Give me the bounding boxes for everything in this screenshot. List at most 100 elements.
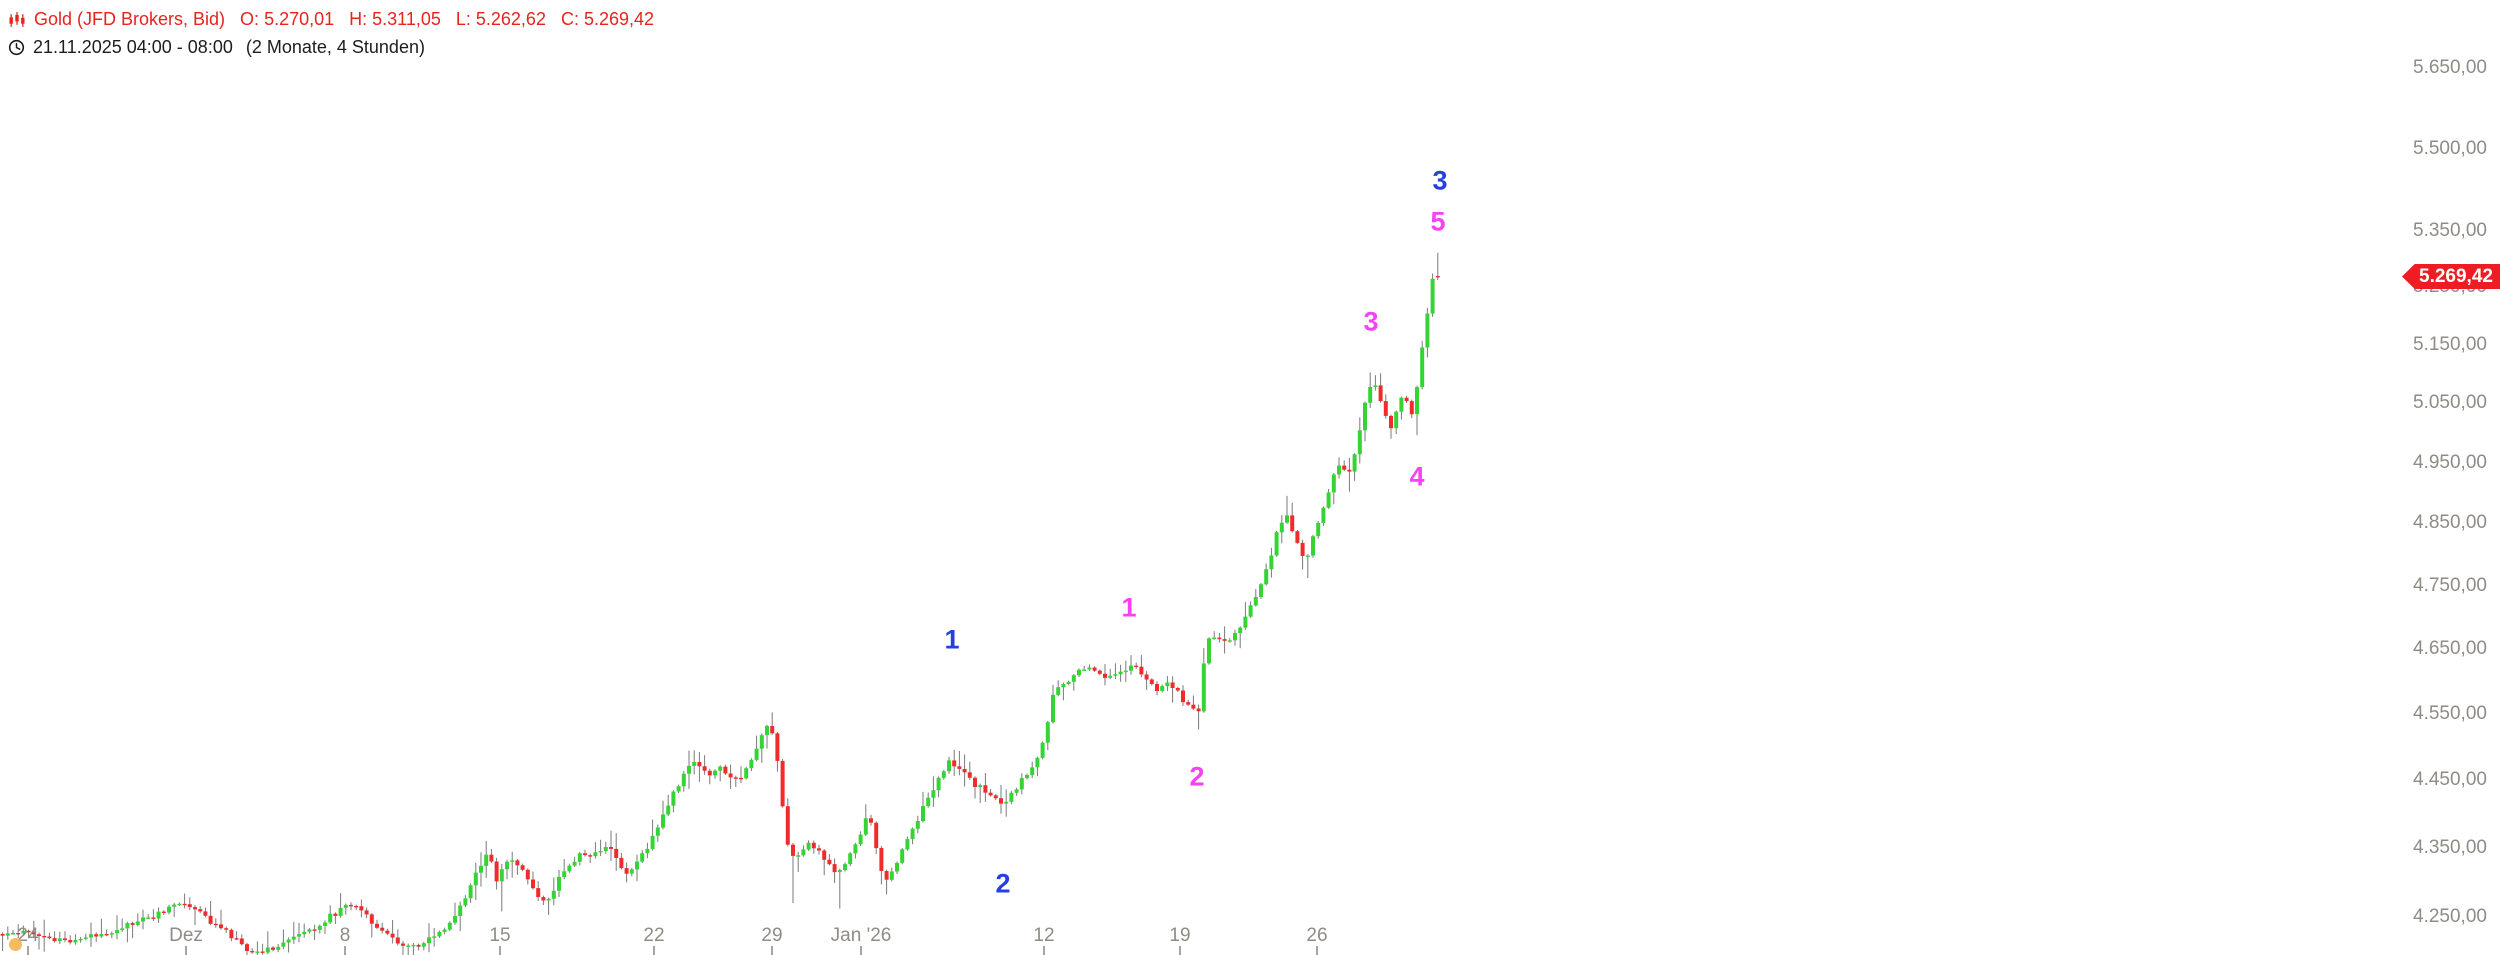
candle-body [780,760,785,807]
wave-label-magenta-4[interactable]: 4 [1409,461,1425,492]
candle-body [863,818,868,835]
wave-label-magenta-1[interactable]: 1 [1121,592,1137,623]
candle-body [245,944,249,951]
time-axis-label: Jan '26 [830,925,892,946]
candle-body [68,940,73,943]
candle-body [811,842,816,849]
candle-body [785,806,790,845]
candle-body [728,773,733,778]
candle-body [910,828,915,840]
candle-body [1129,665,1133,671]
time-axis-tick [185,946,187,955]
wave-label-magenta-3[interactable]: 3 [1363,306,1379,337]
candle-body [219,924,223,929]
candle-body [307,929,312,932]
candle-body [915,821,920,829]
candle-body [421,943,426,947]
candle-body [1118,671,1123,675]
candle-body [338,907,343,916]
candle-body [104,934,109,936]
candle-body [130,923,135,925]
current-price-tag: 5.269,42 [2402,264,2500,289]
candle-body [1061,684,1066,688]
candle-body [479,865,483,873]
candle-body [297,934,301,937]
candle-body [551,890,556,899]
candle-body [401,943,405,946]
candle-body [1181,690,1185,703]
candle-body [655,827,660,836]
wave-label-magenta-5[interactable]: 5 [1430,206,1446,237]
candle-body [453,916,457,923]
candle-body [99,934,104,937]
candle-body [889,871,894,880]
candle-body [947,760,951,772]
high-value: 5.311,05 [372,9,441,29]
candle-body [874,822,879,849]
candle-body [536,888,541,897]
open-label: O: [240,9,260,29]
candle-body [312,929,317,931]
candle-body [0,933,5,936]
price-axis-label: 4.650,00 [2413,638,2487,659]
candle-body [1295,531,1300,543]
candle-body [78,938,83,941]
time-axis-label: 19 [1169,925,1191,946]
candle-body [1108,675,1113,678]
current-price: 5.269,42 [2419,265,2493,287]
wave-label-blue-3[interactable]: 3 [1432,165,1448,196]
low-value: 5.262,62 [475,9,546,29]
candle-body [801,849,806,856]
candle-body [302,931,307,935]
candle-body [624,868,629,874]
candle-body [1139,666,1144,675]
candle-body [1274,532,1279,556]
candle-body [120,928,125,931]
candle-body [172,904,177,907]
candle-body [1279,522,1284,533]
candle-body [83,937,88,939]
wave-label-blue-2[interactable]: 2 [995,868,1011,899]
candle-body [931,790,936,798]
candle-body [1071,675,1076,682]
candle-body [1342,465,1347,470]
drawing-anchor-dot[interactable] [9,938,22,951]
wave-label-blue-1[interactable]: 1 [944,624,960,655]
candle-body [754,748,759,760]
candle-body [1415,387,1419,415]
candle-body [1238,627,1243,634]
candle-body [733,777,738,779]
candle-body [473,872,478,886]
candle-body [317,925,322,930]
candle-body [562,871,567,878]
price-axis-label: 5.350,00 [2413,220,2487,241]
candle-body [265,947,270,953]
candle-body [681,773,686,787]
candle-body [806,842,811,850]
candle-timestamp: 21.11.2025 04:00 - 08:00 [33,37,233,57]
candle-body [1217,637,1222,640]
candle-body [962,769,967,773]
candle-body [442,929,447,932]
candle-body [1290,515,1295,532]
time-axis-label: 12 [1033,925,1055,946]
candle-body [224,928,229,930]
candle-body [271,947,275,950]
time-axis-tick [860,946,862,955]
candle-body [515,860,520,866]
candle-body [42,936,47,938]
candle-body [1056,687,1061,695]
candle-body [63,938,67,940]
candle-body [879,848,884,871]
candle-body [1155,684,1159,691]
candle-body [900,849,905,863]
candle-body [260,951,265,953]
candle-body [239,938,244,945]
candle-body [11,933,15,935]
candle-body [213,923,218,926]
candle-body [1430,278,1435,314]
wave-label-magenta-2[interactable]: 2 [1189,761,1205,792]
candle-body [832,864,837,873]
